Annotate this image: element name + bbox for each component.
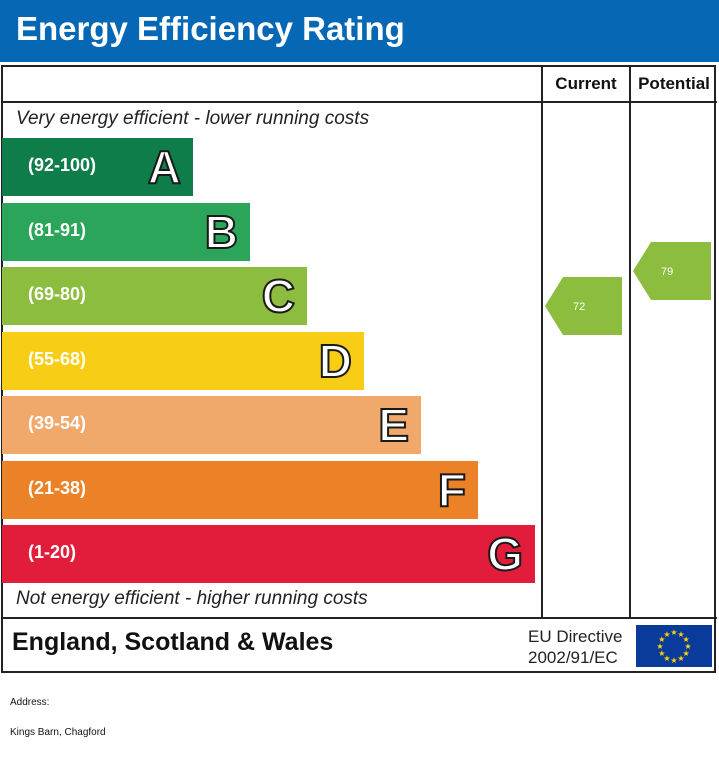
address-value: Kings Barn, Chagford: [10, 727, 106, 738]
page-title: Energy Efficiency Rating: [16, 10, 405, 47]
flag-star-icon: ★: [683, 649, 690, 658]
band-range-label: (21-38): [28, 477, 87, 498]
flag-star-icon: ★: [663, 654, 670, 663]
title-banner: Energy Efficiency Rating: [0, 0, 719, 62]
band-range-label: (92-100): [28, 155, 97, 175]
potential-column-divider: [629, 65, 631, 618]
address-label: Address:: [10, 697, 50, 708]
flag-star-icon: ★: [670, 628, 677, 637]
eu-directive-number: 2002/91/EC: [528, 648, 618, 667]
potential-column-header: Potential: [638, 74, 710, 93]
efficient-note: Very energy efficient - lower running co…: [16, 108, 370, 129]
band-b: (81-91) B: [2, 202, 250, 261]
band-a: (92-100) A: [2, 138, 193, 196]
eu-directive-label: EU Directive: [528, 627, 623, 646]
flag-star-icon: ★: [656, 642, 663, 651]
flag-star-icon: ★: [683, 635, 690, 644]
inefficient-note: Not energy efficient - higher running co…: [16, 588, 368, 609]
country-label: England, Scotland & Wales: [12, 628, 334, 656]
flag-star-icon: ★: [663, 630, 670, 639]
flag-star-icon: ★: [670, 656, 677, 665]
band-d: (55-68) D: [2, 331, 364, 390]
band-c: (69-80) C: [2, 267, 307, 325]
band-range-label: (39-54): [28, 413, 87, 433]
band-g: (1-20) G: [2, 525, 535, 583]
current-column-divider: [541, 65, 543, 618]
band-e: (39-54) E: [2, 396, 421, 454]
eu-flag-icon: ★ ★ ★ ★ ★ ★ ★ ★ ★ ★ ★ ★: [636, 625, 712, 667]
band-range-label: (1-20): [28, 542, 77, 562]
flag-star-icon: ★: [677, 630, 684, 639]
band-letter-label: F: [437, 463, 467, 517]
band-letter-label: B: [204, 205, 239, 259]
band-range-label: (81-91): [28, 219, 87, 240]
header-row-divider: [1, 101, 717, 103]
flag-star-icon: ★: [677, 654, 684, 663]
flag-star-icon: ★: [658, 649, 665, 658]
band-letter-label: E: [377, 398, 410, 452]
band-letter-label: A: [147, 140, 182, 194]
band-letter-label: G: [486, 527, 524, 581]
band-range-label: (69-80): [28, 284, 87, 304]
band-range-label: (55-68): [28, 348, 87, 369]
current-column-header: Current: [555, 74, 617, 93]
flag-star-icon: ★: [684, 642, 691, 651]
band-letter-label: C: [261, 269, 296, 323]
band-f: (21-38) F: [2, 460, 478, 519]
band-letter-label: D: [318, 334, 353, 388]
footer-divider: [1, 617, 717, 619]
flag-star-icon: ★: [658, 635, 665, 644]
